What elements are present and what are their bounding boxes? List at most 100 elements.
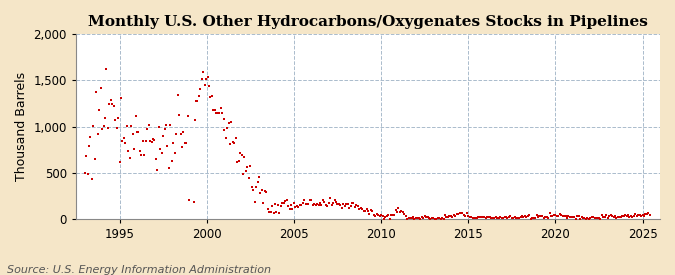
Point (313, 202, 324, 207)
Point (189, 118, 200, 122)
Point (392, 210, 402, 214)
Point (495, 214, 506, 219)
Point (395, 210, 406, 214)
Point (622, 213, 633, 217)
Point (390, 208, 401, 212)
Point (380, 214, 391, 219)
Point (204, 84, 215, 89)
Point (306, 198, 317, 202)
Point (630, 212, 641, 216)
Point (607, 213, 618, 218)
Point (250, 185, 261, 189)
Point (158, 133, 169, 138)
Point (458, 213, 469, 218)
Point (558, 213, 568, 218)
Point (396, 209, 407, 213)
Point (468, 216, 479, 220)
Point (448, 213, 459, 217)
Point (499, 215, 510, 219)
Point (357, 207, 368, 211)
Point (236, 153, 247, 157)
Point (434, 216, 445, 221)
Point (530, 216, 541, 220)
Point (614, 215, 625, 220)
Point (444, 214, 455, 218)
Point (294, 203, 305, 208)
Point (602, 216, 613, 220)
Point (286, 203, 296, 208)
Point (277, 201, 288, 205)
Point (545, 214, 556, 218)
Point (263, 207, 273, 211)
Point (416, 215, 427, 219)
Point (213, 111, 223, 116)
Point (376, 213, 387, 218)
Point (643, 211, 654, 216)
Point (641, 212, 652, 216)
Point (544, 211, 555, 216)
Point (460, 213, 470, 218)
Point (593, 215, 604, 220)
Point (632, 213, 643, 217)
Point (316, 202, 327, 207)
Point (133, 129, 144, 134)
Point (522, 214, 533, 218)
Point (563, 213, 574, 218)
Point (129, 147, 140, 152)
Point (354, 207, 364, 211)
Point (591, 216, 601, 221)
Point (113, 116, 124, 120)
Point (195, 87, 206, 91)
Point (620, 213, 630, 218)
Point (119, 135, 130, 140)
Point (322, 204, 333, 208)
Point (123, 149, 134, 154)
Point (148, 137, 159, 141)
Point (143, 123, 154, 128)
Point (82, 171, 93, 176)
Point (483, 215, 494, 219)
Point (315, 200, 325, 205)
Point (287, 207, 298, 211)
Point (640, 212, 651, 216)
Point (84, 144, 95, 148)
Point (384, 216, 395, 221)
Point (583, 216, 594, 221)
Point (182, 114, 193, 118)
Point (153, 125, 164, 129)
Point (636, 213, 647, 218)
Point (115, 96, 126, 100)
Point (443, 214, 454, 219)
Point (127, 132, 138, 136)
Point (580, 216, 591, 221)
Point (177, 145, 188, 149)
Point (489, 216, 500, 220)
Point (173, 113, 184, 117)
Point (214, 111, 225, 116)
Point (312, 202, 323, 207)
Point (572, 214, 583, 218)
Point (199, 82, 210, 87)
Point (335, 203, 346, 207)
Point (464, 215, 475, 219)
Point (429, 216, 440, 221)
Point (611, 216, 622, 220)
Point (296, 203, 306, 207)
Point (482, 214, 493, 219)
Point (92, 132, 103, 136)
Point (599, 214, 610, 219)
Point (438, 216, 449, 221)
Point (132, 130, 142, 135)
Point (361, 207, 372, 211)
Point (341, 202, 352, 206)
Point (163, 165, 174, 170)
Point (325, 196, 335, 200)
Point (453, 212, 464, 216)
Point (290, 205, 301, 210)
Point (402, 216, 412, 221)
Point (381, 214, 392, 219)
Point (624, 214, 635, 219)
Point (86, 177, 97, 181)
Point (238, 172, 248, 176)
Point (487, 216, 498, 220)
